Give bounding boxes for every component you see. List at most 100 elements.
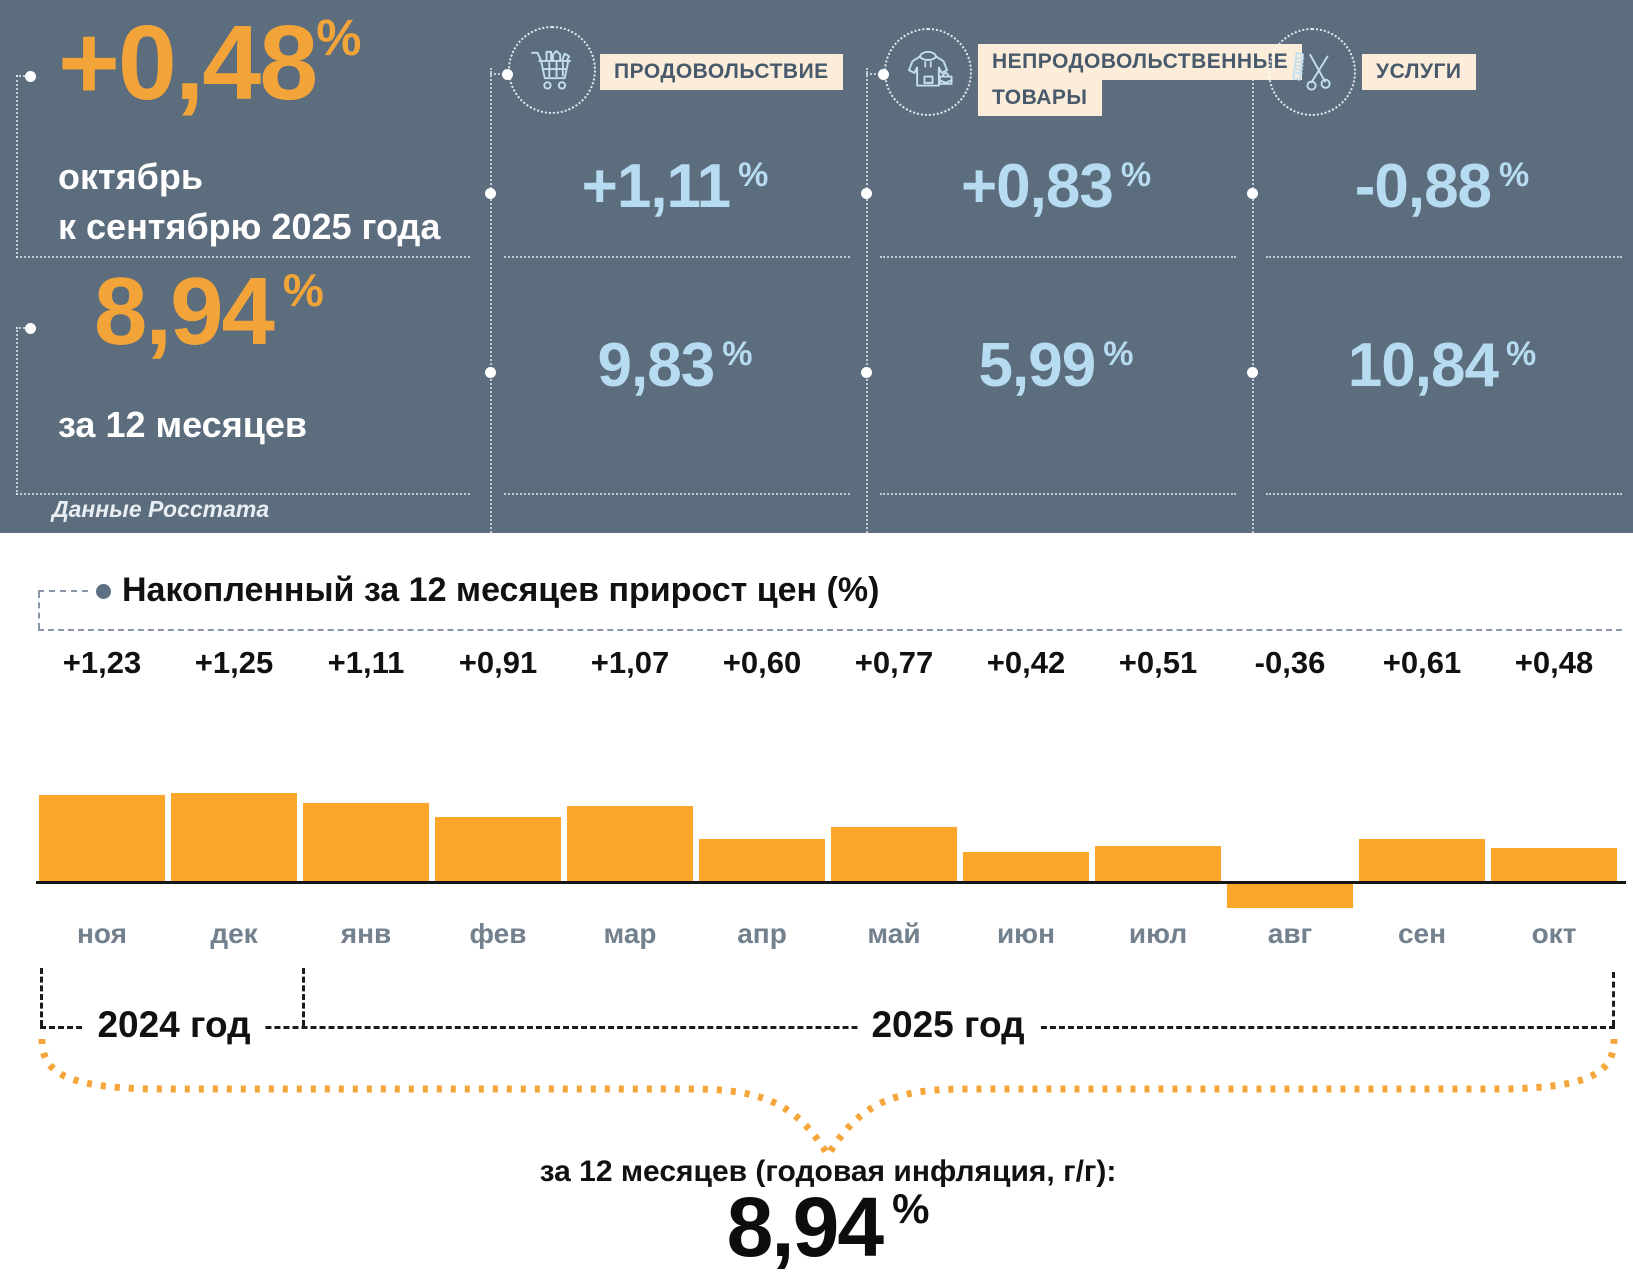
bar xyxy=(696,787,828,912)
percent-sign: % xyxy=(1499,156,1530,194)
percent-sign: % xyxy=(316,9,362,67)
dotted-border xyxy=(16,75,18,258)
month-label: дек xyxy=(210,918,258,949)
dotted-divider xyxy=(880,493,1236,495)
bullet-icon xyxy=(96,584,111,599)
year-tick xyxy=(1612,972,1615,1026)
bar-value-label: +0,77 xyxy=(854,645,934,680)
bar xyxy=(828,787,960,912)
axis-line xyxy=(36,881,1626,884)
bar xyxy=(1356,787,1488,912)
bar xyxy=(432,787,564,912)
dotted-divider xyxy=(1266,493,1622,495)
bar xyxy=(1488,787,1620,912)
percent-sign: % xyxy=(1120,156,1152,194)
category-label-nonfood: НЕПРОДОВОЛЬСТВЕННЫЕ ТОВАРЫ xyxy=(978,44,1303,116)
marker-dot xyxy=(861,367,872,378)
footer-annual-value: 8,94% xyxy=(726,1180,930,1274)
dashed-divider xyxy=(38,629,1622,631)
bar-value-label: +1,25 xyxy=(194,645,274,680)
year-label-2024: 2024 год xyxy=(83,1004,265,1046)
bar-value-label: +0,60 xyxy=(722,645,802,680)
bar-value-label: +1,23 xyxy=(62,645,142,680)
bar xyxy=(1224,787,1356,912)
category-label-line: ТОВАРЫ xyxy=(978,80,1102,116)
dotted-divider xyxy=(1266,256,1622,258)
dotted-connector xyxy=(16,327,28,329)
bar xyxy=(1092,787,1224,912)
chart-panel: Накопленный за 12 месяцев прирост цен (%… xyxy=(0,533,1633,1285)
monthly-change-value: +0,48% xyxy=(58,4,362,122)
bars-row xyxy=(36,787,1626,912)
bar-value-label: -0,36 xyxy=(1254,645,1326,680)
category-food-monthly-value: +1,11% xyxy=(581,152,769,221)
month-label: апр xyxy=(737,918,787,949)
dotted-connector xyxy=(490,73,504,75)
percent-sign: % xyxy=(738,156,769,194)
category-nonfood-annual-value: 5,99% xyxy=(978,331,1134,400)
category-nonfood-monthly-value: +0,83% xyxy=(960,152,1152,221)
year-axis-line xyxy=(40,1026,1615,1029)
percent-sign: % xyxy=(1103,335,1134,373)
year-tick xyxy=(40,968,43,1026)
dotted-divider xyxy=(880,256,1236,258)
column-separator xyxy=(490,68,492,533)
month-label: май xyxy=(867,918,921,949)
category-label-line: НЕПРОДОВОЛЬСТВЕННЫЕ xyxy=(978,44,1303,80)
dashed-border xyxy=(38,592,40,629)
category-food-annual-value: 9,83% xyxy=(597,331,753,400)
marker-dot xyxy=(485,367,496,378)
category-label-food: ПРОДОВОЛЬСТВИЕ xyxy=(600,54,843,90)
marker-dot xyxy=(25,323,36,334)
bar xyxy=(168,787,300,912)
column-separator xyxy=(1252,68,1254,533)
bar xyxy=(36,787,168,912)
percent-sign: % xyxy=(282,263,324,316)
month-label: мар xyxy=(603,918,657,949)
month-label: ноя xyxy=(77,918,127,949)
month-label: фев xyxy=(469,918,527,949)
bar-value-label: +0,61 xyxy=(1382,645,1462,680)
column-separator xyxy=(866,68,868,533)
marker-dot xyxy=(502,69,513,80)
category-label-line: УСЛУГИ xyxy=(1362,54,1476,90)
bar-value-label: +0,51 xyxy=(1118,645,1198,680)
brace-icon xyxy=(38,1038,1618,1162)
dotted-divider xyxy=(16,256,470,258)
month-label: окт xyxy=(1531,918,1577,949)
percent-sign: % xyxy=(892,1185,930,1232)
bar-value-labels: +1,23 +1,25 +1,11 +0,91 +1,07 +0,60 +0,77 +0,42… xyxy=(36,645,1620,681)
bar-value-label: +0,42 xyxy=(986,645,1066,680)
bar-value-label: +0,91 xyxy=(458,645,538,680)
category-label-services: УСЛУГИ xyxy=(1362,54,1476,90)
year-tick xyxy=(302,968,305,1026)
month-label: авг xyxy=(1267,918,1313,949)
marker-dot xyxy=(1247,367,1258,378)
percent-sign: % xyxy=(1505,335,1537,373)
bar xyxy=(300,787,432,912)
month-label: сен xyxy=(1397,918,1447,949)
year-label-2025: 2025 год xyxy=(857,1004,1039,1046)
chart-title: Накопленный за 12 месяцев прирост цен (%… xyxy=(122,571,880,609)
marker-dot xyxy=(485,188,496,199)
month-labels: ноя дек янв фев мар апр май июн июл авг сен окт xyxy=(36,918,1620,950)
dashed-connector xyxy=(38,590,88,592)
category-services-monthly-value: -0,88% xyxy=(1354,152,1530,221)
bar-value-label: +1,11 xyxy=(327,645,405,680)
month-label: июн xyxy=(996,918,1056,949)
dotted-connector xyxy=(16,75,28,77)
marker-dot xyxy=(878,69,889,80)
bar-value-label: +0,48 xyxy=(1514,645,1594,680)
clothes-bag-icon xyxy=(884,28,972,116)
bar xyxy=(564,787,696,912)
shopping-cart-icon xyxy=(508,26,596,114)
bar-value-label: +1,07 xyxy=(590,645,670,680)
monthly-change-caption: октябрь к сентябрю 2025 года xyxy=(58,156,441,247)
dotted-divider xyxy=(504,256,850,258)
marker-dot xyxy=(861,188,872,199)
category-services-annual-value: 10,84% xyxy=(1347,331,1537,400)
annual-inflation-caption: за 12 месяцев xyxy=(58,404,307,445)
dotted-border xyxy=(16,327,18,495)
dotted-divider xyxy=(16,493,470,495)
